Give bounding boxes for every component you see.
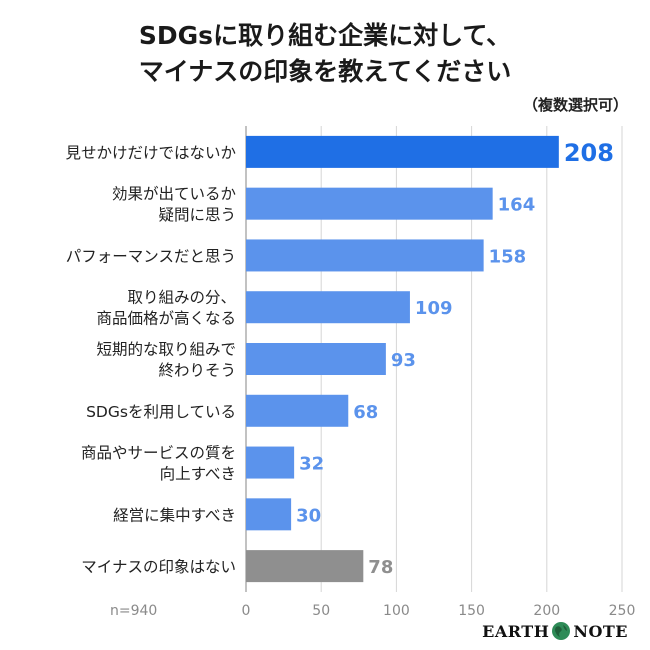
logo-text-right: NOTE [573, 621, 628, 641]
category-label: 短期的な取り組みで [96, 341, 236, 359]
data-label: 164 [498, 195, 536, 216]
category-label: 見せかけだけではないか [65, 144, 236, 162]
bar [246, 446, 295, 479]
category-label: 効果が出ているか [112, 185, 236, 203]
chart-title: SDGsに取り組む企業に対して、 マイナスの印象を教えてください [0, 18, 650, 90]
globe-icon [552, 622, 571, 640]
data-label: 208 [564, 139, 614, 167]
data-label: 109 [415, 298, 453, 319]
data-label: 78 [368, 557, 393, 578]
data-label: 68 [353, 402, 378, 423]
category-label: 商品価格が高くなる [96, 310, 236, 328]
x-tick-label: 0 [242, 603, 251, 619]
bar [246, 394, 349, 427]
bar [246, 498, 292, 531]
x-tick-label: 250 [609, 603, 636, 619]
earth-note-logo: EARTH NOTE [482, 621, 628, 641]
x-tick-label: 100 [383, 603, 410, 619]
bar [246, 187, 493, 220]
title-line-1: SDGsに取り組む企業に対して、 [138, 21, 512, 50]
category-label: 経営に集中すべき [113, 506, 236, 524]
x-tick-label: 150 [458, 603, 485, 619]
category-label: 取り組みの分、 [127, 289, 236, 307]
chart-subtitle: （複数選択可） [522, 96, 628, 114]
category-label: SDGsを利用している [86, 403, 236, 421]
category-label: マイナスの印象はない [81, 558, 236, 576]
category-label: 疑問に思う [158, 206, 236, 224]
data-label: 158 [489, 246, 527, 267]
bar [246, 550, 364, 583]
data-label: 30 [296, 505, 321, 526]
sample-size-note: n=940 [110, 603, 158, 619]
category-label: 向上すべき [160, 465, 236, 483]
data-label: 32 [299, 454, 324, 475]
bar [246, 135, 559, 168]
x-tick-label: 50 [312, 603, 330, 619]
data-label: 93 [391, 350, 416, 371]
bar [246, 239, 484, 272]
bar [246, 291, 410, 324]
logo-text-left: EARTH [482, 621, 550, 641]
category-label: 終わりそう [158, 362, 236, 380]
title-line-2: マイナスの印象を教えてください [138, 57, 512, 86]
x-tick-label: 200 [533, 603, 560, 619]
category-label: 商品やサービスの質を [81, 444, 236, 462]
bar [246, 343, 386, 375]
category-label: パフォーマンスだと思う [66, 247, 236, 265]
